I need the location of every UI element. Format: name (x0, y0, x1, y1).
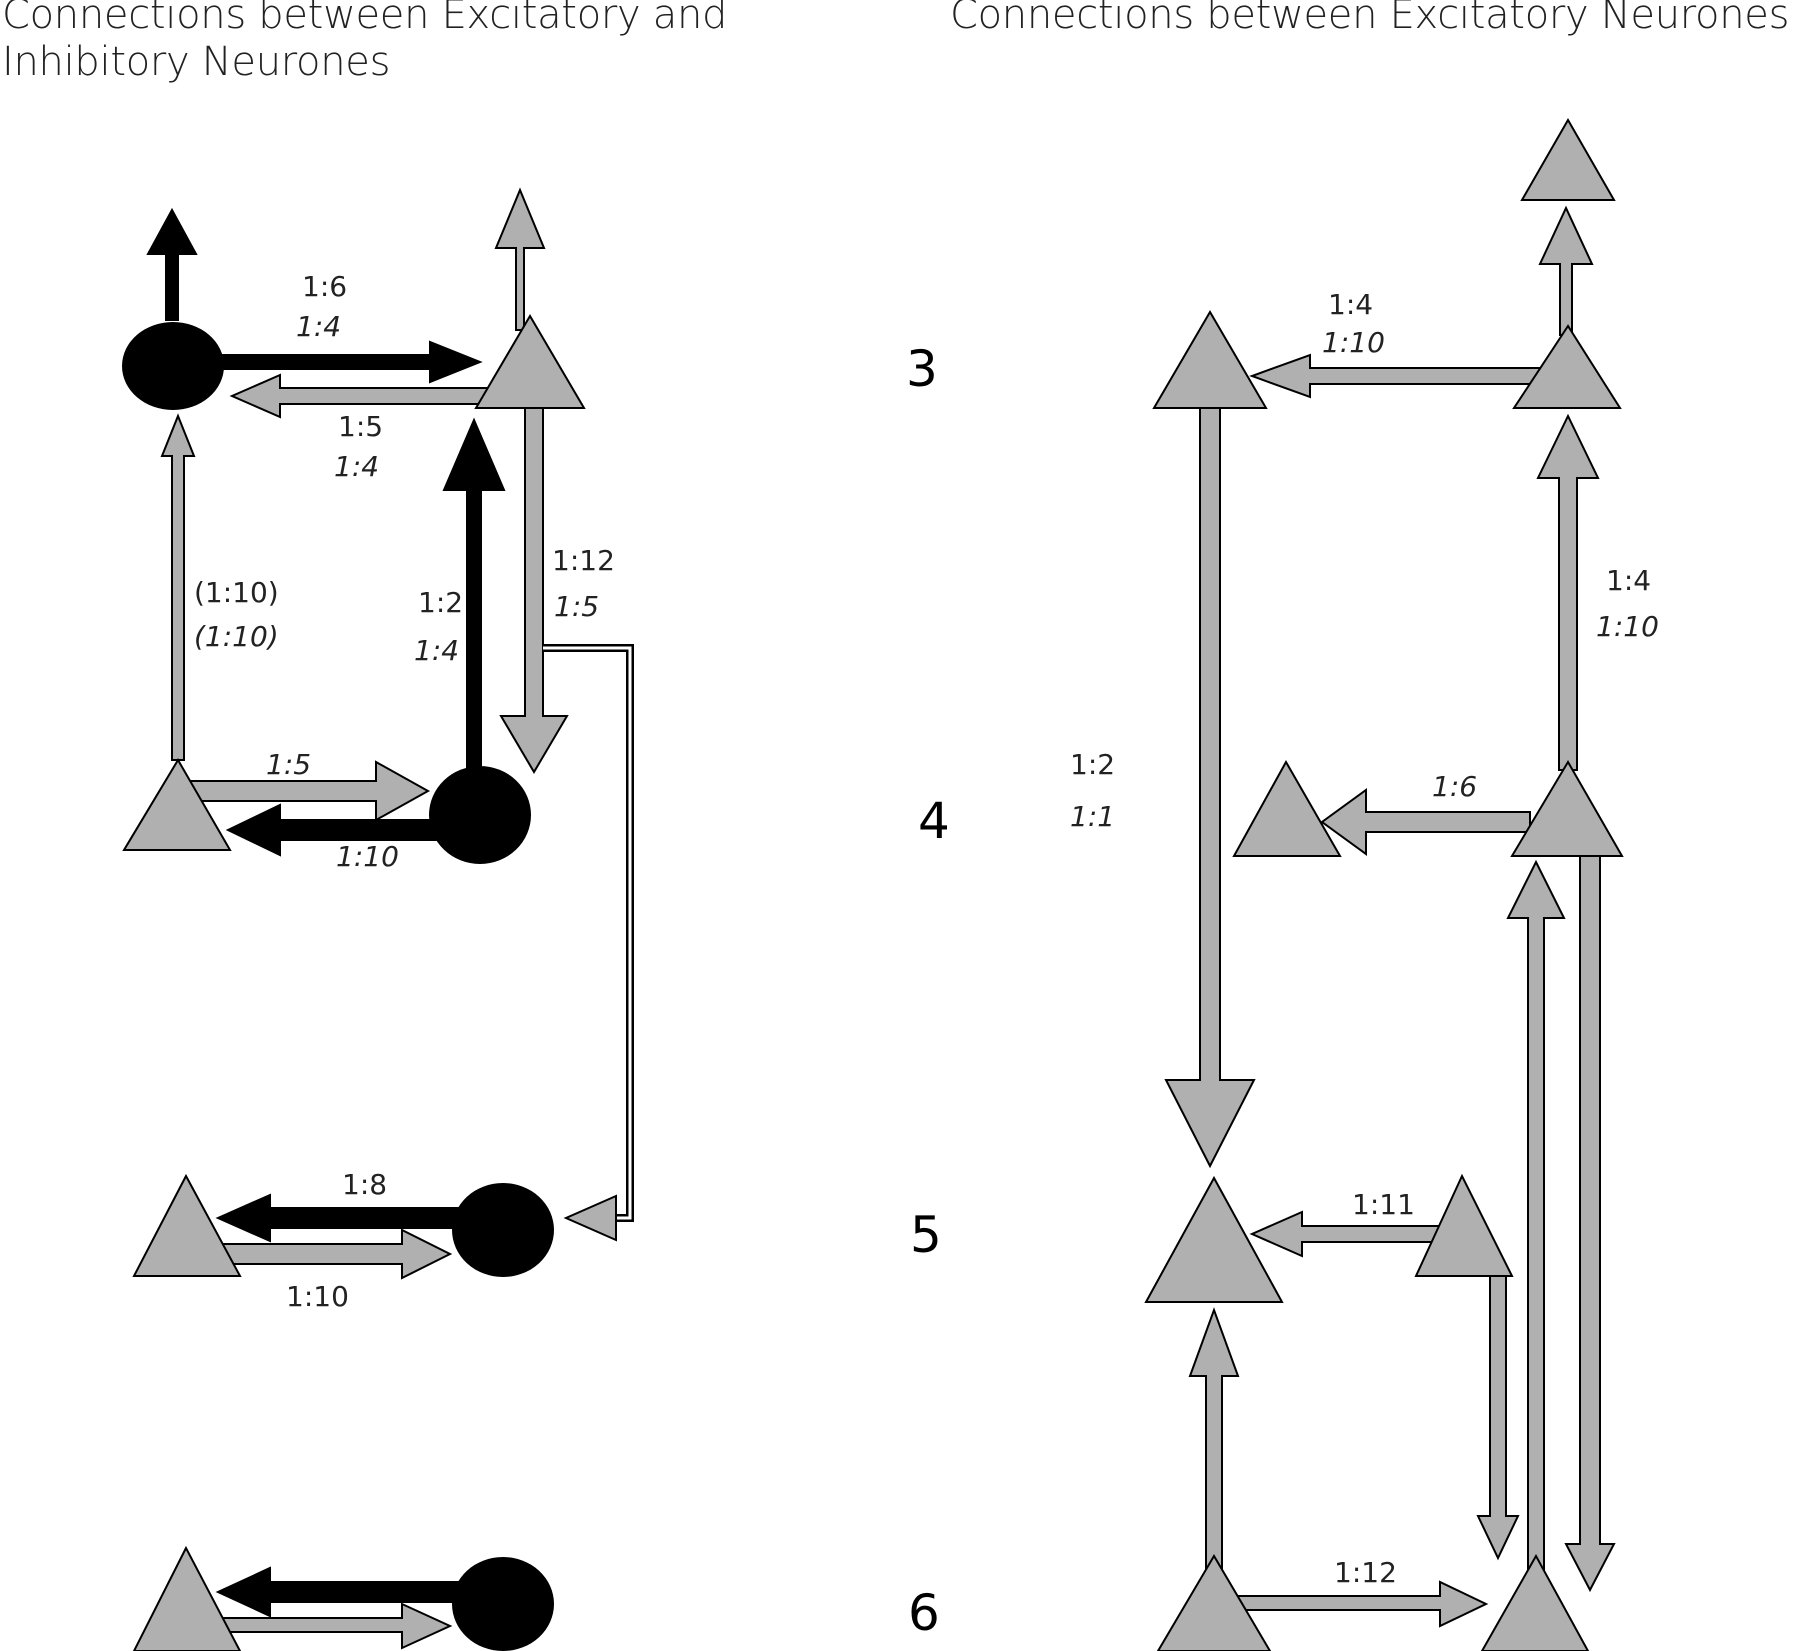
left-l6-exc-to-inh-arrow (211, 1602, 453, 1650)
label-right-l3-to-l5: 1:2 (1070, 748, 1115, 781)
label-right-l4-to-l3: 1:4 (1606, 564, 1651, 597)
left-l3-exc-to-inh-arrow (229, 373, 489, 419)
left-l4exc-to-l3inh-arrow (160, 413, 196, 761)
label-l4inh-to-l3exc: 1:2 (418, 586, 463, 619)
left-l3exc-to-l4-arrow (499, 394, 569, 774)
label-l3-exc-to-inh-it: 1:4 (334, 450, 379, 483)
layer-number-6: 6 (908, 1584, 940, 1642)
left-l4-inhibitory-neuron (429, 766, 531, 864)
right-l6-left-neuron (1156, 1554, 1272, 1651)
label-l5-exc-to-inh: 1:10 (286, 1280, 349, 1313)
left-title-line-1: Connections between Excitatory and (2, 0, 728, 38)
left-panel-title: Connections between Excitatory and Inhib… (2, 0, 727, 86)
label-l3exc-to-l4-it: 1:5 (554, 590, 599, 623)
left-l6-inh-to-exc-arrow (215, 1566, 471, 1618)
label-right-l3-to-l3-it: 1:10 (1322, 326, 1385, 359)
right-l4-right-neuron (1510, 760, 1624, 857)
left-l4-exc-to-inh-arrow (189, 760, 431, 822)
right-l5-right-neuron (1414, 1173, 1514, 1277)
left-l6-excitatory-neuron (132, 1545, 242, 1651)
label-right-l4-to-l3-it: 1:10 (1596, 610, 1659, 643)
left-l3-exc-axon-arrow (494, 187, 546, 331)
right-l4-to-l6-arrow (1564, 849, 1616, 1593)
left-title-line-2: Inhibitory Neurones (2, 39, 391, 85)
right-l4-left-neuron (1232, 759, 1342, 857)
right-l5-to-l6-arrow (1476, 1271, 1520, 1561)
label-l4exc-to-l3inh: (1:10) (194, 576, 279, 609)
left-l4inh-to-l3exc-arrow (442, 417, 506, 781)
left-l6-inhibitory-neuron (452, 1557, 554, 1651)
left-l5-exc-to-inh-arrow (211, 1228, 453, 1280)
right-l6-to-l5-arrow (1188, 1307, 1240, 1591)
label-l4-inh-to-exc-it: 1:10 (336, 840, 399, 873)
left-l3-inh-axon-arrow (146, 207, 198, 321)
right-l4-to-l3-arrow (1536, 413, 1600, 771)
label-right-l3-to-l3: 1:4 (1328, 288, 1373, 321)
left-l5-inhibitory-neuron (452, 1183, 554, 1277)
label-l4-exc-to-inh-it: 1:5 (266, 748, 311, 781)
right-l5-to-l5-arrow (1249, 1210, 1443, 1258)
left-l4-inh-to-exc-arrow (225, 803, 437, 857)
right-l3-large-neuron (1152, 310, 1268, 409)
layer-number-5: 5 (910, 1206, 942, 1264)
right-l3-top-neuron (1520, 117, 1616, 201)
right-l6-to-l6-arrow (1237, 1580, 1489, 1628)
right-l3-small-neuron (1512, 324, 1622, 409)
label-l3-inh-to-exc-it: 1:4 (296, 310, 341, 343)
layer-number-3: 3 (906, 340, 938, 398)
right-l3-to-l3-arrow (1249, 353, 1549, 399)
label-right-l4-to-l4-it: 1:6 (1432, 770, 1477, 803)
left-l5-excitatory-neuron (132, 1173, 242, 1277)
label-l5-inh-to-exc: 1:8 (342, 1168, 387, 1201)
left-l4-excitatory-neuron (122, 758, 232, 851)
layer-number-4: 4 (918, 792, 950, 850)
left-l5-inh-to-exc-arrow (215, 1193, 471, 1243)
label-right-l5-to-l5: 1:11 (1352, 1188, 1415, 1221)
left-l3exc-to-l5-line-inner (543, 646, 632, 1220)
label-l4exc-to-l3inh-it: (1:10) (194, 620, 279, 653)
label-right-l3-to-l5-it: 1:1 (1070, 800, 1115, 833)
right-l3-small-axon-arrow (1538, 205, 1594, 336)
left-l3-inhibitory-neuron (122, 322, 224, 410)
right-panel-title: Connections between Excitatory Neurones (950, 0, 1790, 38)
label-l3-inh-to-exc: 1:6 (302, 270, 347, 303)
right-l6-to-l4-arrow (1506, 859, 1566, 1591)
right-l4-to-l4-arrow (1320, 788, 1531, 856)
label-l4inh-to-l3exc-it: 1:4 (414, 634, 459, 667)
left-l3-excitatory-neuron (474, 314, 586, 409)
label-l3exc-to-l4: 1:12 (552, 544, 615, 577)
label-right-l6-to-l6: 1:12 (1334, 1556, 1397, 1589)
right-l6-right-neuron (1480, 1553, 1590, 1651)
label-l3-exc-to-inh: 1:5 (338, 410, 383, 443)
right-l5-left-neuron (1144, 1175, 1284, 1303)
left-l3exc-to-l5-arrowhead (563, 1194, 617, 1242)
left-l3-inh-to-exc-arrow (209, 340, 483, 384)
right-l3-to-l5-arrow (1164, 404, 1256, 1169)
